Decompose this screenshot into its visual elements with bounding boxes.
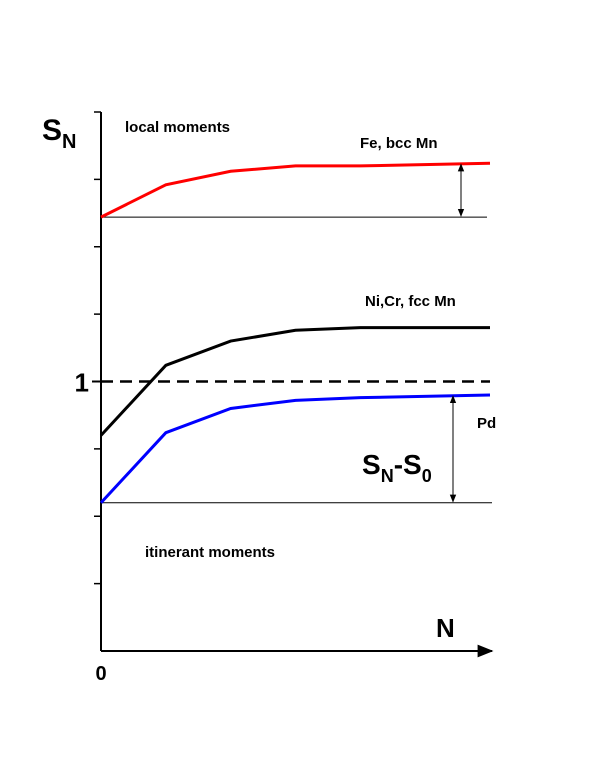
series-line [99, 326, 490, 437]
x-tick-label: 0 [95, 663, 106, 685]
y-tick-label: 1 [75, 368, 89, 398]
arrow-label: SN-S0 [362, 449, 432, 486]
series-label: Fe, bcc Mn [360, 135, 438, 152]
series-label: Ni,Cr, fcc Mn [365, 293, 456, 310]
series-label: Pd [477, 415, 496, 432]
series-line [99, 393, 491, 504]
y-axis-label: SN [42, 114, 76, 153]
series-line [100, 161, 491, 219]
annotation: local moments [125, 119, 230, 136]
x-axis-label: N [436, 613, 455, 643]
annotation: itinerant moments [145, 544, 275, 561]
